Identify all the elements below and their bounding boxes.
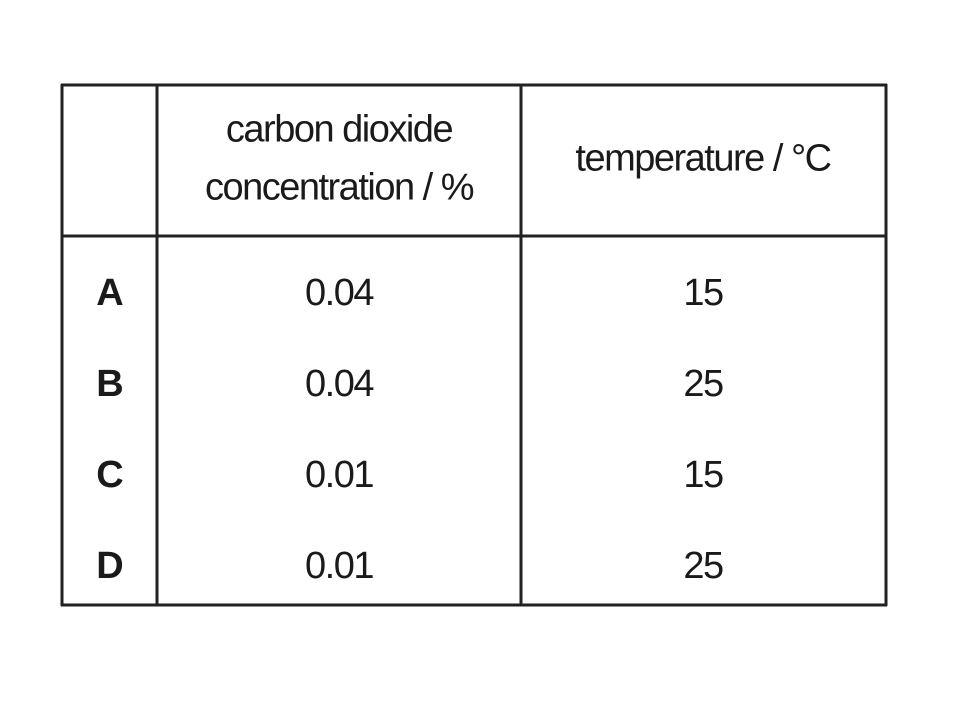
header-cell: temperature / °C <box>575 138 830 180</box>
header-cell: carbon dioxide <box>226 109 453 151</box>
row-label: A <box>96 272 123 314</box>
table-cell: 0.04 <box>305 363 374 405</box>
table-cell: 0.01 <box>305 454 373 496</box>
row-label: C <box>96 454 123 496</box>
table-cell: 25 <box>683 363 723 405</box>
row-label: B <box>96 363 123 405</box>
row-label: D <box>96 545 123 587</box>
table-cell: 25 <box>683 545 723 587</box>
header-cell: concentration / % <box>205 167 474 209</box>
table-cell: 0.01 <box>305 545 373 587</box>
table-cell: 15 <box>683 272 723 314</box>
table-cell: 0.04 <box>305 272 374 314</box>
table-cell: 15 <box>683 454 723 496</box>
